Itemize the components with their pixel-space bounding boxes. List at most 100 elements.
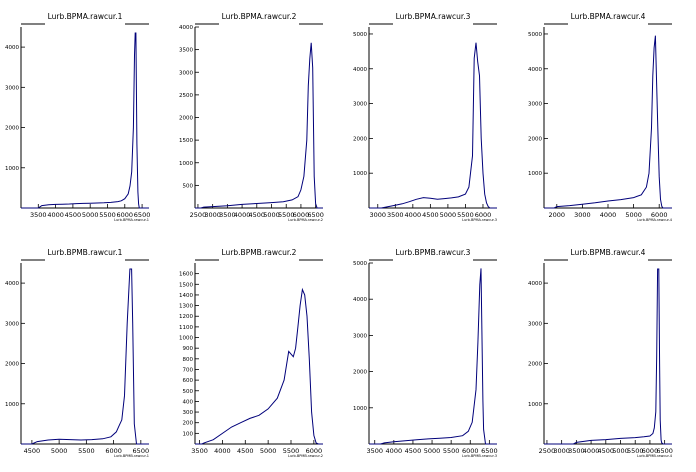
y-tick-label: 200 [183,421,194,427]
x-tick-label: 3500 [387,211,404,219]
x-axis-label: Lurb.BPMB.rawcur.2 [288,454,323,458]
y-tick-label: 4000 [179,25,193,31]
x-tick-label: 2500 [190,211,207,219]
chart-title: Lurb.BPMB.rawcur.3 [396,248,471,257]
y-tick-label: 3000 [5,321,19,327]
y-tick-label: 500 [183,389,194,395]
x-tick-label: 5500 [78,447,95,455]
x-tick-label: 4500 [24,447,41,455]
y-tick-label: 2000 [353,370,367,376]
y-tick-label: 3000 [528,102,542,108]
histogram-panel: Lurb.BPMB.rawcur.2 100 200 300 400 500 600 700 8… [179,248,323,458]
y-tick-label: 1000 [528,402,542,408]
x-tick-label: 3500 [30,211,47,219]
x-tick-label: 4500 [422,211,439,219]
y-tick-label: 1500 [179,138,193,144]
y-tick-label: 4000 [528,281,542,287]
y-tick-label: 1400 [179,293,193,299]
x-axis-label: Lurb.BPMB.rawcur.4 [637,454,673,458]
chart-title: Lurb.BPMB.rawcur.2 [222,248,297,257]
chart-title: Lurb.BPMA.rawcur.2 [222,12,297,21]
x-tick-label: 6000 [293,211,310,219]
histogram-series [21,268,149,445]
x-tick-label: 3000 [553,447,570,455]
histogram-panel: Lurb.BPMA.rawcur.3 1000 2000 3000 4000 5000 30… [353,12,497,222]
x-tick-label: 4500 [237,447,254,455]
y-tick-label: 3000 [353,102,367,108]
x-tick-label: 5500 [457,211,474,219]
x-tick-label: 4000 [214,447,231,455]
x-tick-label: 4000 [583,447,600,455]
chart-title: Lurb.BPMB.rawcur.1 [48,248,123,257]
histogram-panel: Lurb.BPMB.rawcur.1 1000 2000 3000 4000 4500 50… [5,248,149,458]
histogram-series [195,42,323,209]
y-tick-label: 3500 [179,48,193,54]
x-tick-label: 4000 [405,211,422,219]
x-axis-label: Lurb.BPMB.rawcur.1 [114,454,149,458]
x-tick-label: 4000 [234,211,251,219]
y-tick-label: 2000 [528,362,542,368]
y-tick-label: 3000 [353,333,367,339]
x-tick-label: 6000 [462,447,479,455]
y-tick-label: 2000 [179,116,193,122]
y-tick-label: 2000 [5,126,19,132]
y-tick-label: 500 [183,183,194,189]
chart-title: Lurb.BPMA.rawcur.3 [396,12,471,21]
y-tick-label: 1500 [179,282,193,288]
y-tick-label: 2000 [5,362,19,368]
y-tick-label: 700 [183,367,194,373]
x-tick-label: 2000 [549,211,566,219]
histogram-series [544,268,672,445]
y-tick-label: 1000 [353,406,367,412]
x-tick-label: 6500 [307,211,324,219]
x-tick-label: 6000 [651,211,668,219]
x-tick-label: 6000 [306,447,323,455]
y-tick-label: 4000 [353,297,367,303]
histogram-panel: Lurb.BPMB.rawcur.41000200030004000250030… [528,248,673,458]
x-tick-label: 2500 [539,447,556,455]
x-tick-label: 4500 [405,447,422,455]
x-axis-label: Lurb.BPMB.rawcur.3 [462,454,497,458]
histogram-series [369,268,497,445]
y-tick-label: 1000 [353,171,367,177]
x-tick-label: 4000 [600,211,617,219]
y-tick-label: 5000 [528,32,542,38]
y-tick-label: 300 [183,410,194,416]
x-axis-label: Lurb.BPMA.rawcur.3 [462,218,497,222]
x-tick-label: 3500 [191,447,208,455]
x-tick-label: 5000 [625,211,642,219]
x-tick-label: 4000 [47,211,64,219]
x-tick-label: 6000 [642,447,659,455]
y-tick-label: 1000 [528,171,542,177]
x-tick-label: 5500 [278,211,295,219]
x-tick-label: 5500 [99,211,116,219]
x-tick-label: 5000 [612,447,629,455]
y-tick-label: 5000 [353,261,367,267]
histogram-panel: Lurb.BPMA.rawcur.4 1000 2000 3000 4000 5000 20… [528,12,673,222]
y-tick-label: 1600 [179,272,193,278]
x-tick-label: 3000 [369,211,386,219]
y-tick-label: 2500 [179,93,193,99]
x-tick-label: 6500 [133,447,150,455]
x-tick-label: 4500 [65,211,82,219]
chart-title: Lurb.BPMA.rawcur.4 [571,12,646,21]
x-tick-label: 4500 [598,447,615,455]
histogram-panel: Lurb.BPMB.rawcur.3 1000 2000 3000 4000 5000 35… [353,248,498,458]
x-tick-label: 3000 [204,211,221,219]
y-tick-label: 600 [183,378,194,384]
y-tick-label: 4000 [5,45,19,51]
x-tick-label: 6000 [117,211,134,219]
histogram-panel: Lurb.BPMA.rawcur.25001000150020002500300… [179,12,324,222]
y-tick-label: 4000 [5,281,19,287]
y-tick-label: 1200 [179,314,193,320]
y-tick-label: 3000 [528,321,542,327]
x-axis-label: Lurb.BPMA.rawcur.4 [637,218,673,222]
x-axis-label: Lurb.BPMA.rawcur.2 [288,218,323,222]
y-tick-label: 1000 [5,166,19,172]
x-tick-label: 3500 [568,447,585,455]
y-tick-label: 1000 [179,161,193,167]
x-tick-label: 5500 [283,447,300,455]
